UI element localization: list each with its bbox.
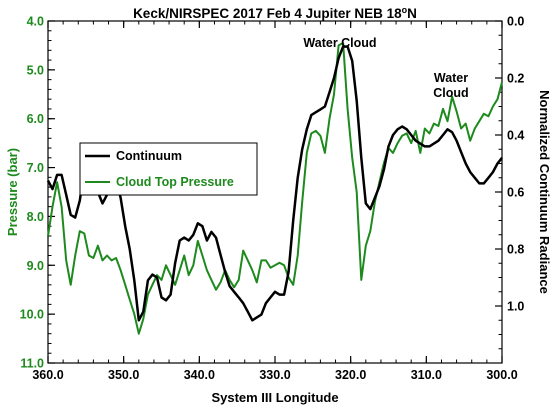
left-y-tick-label: 8.0 [27,210,44,224]
right-y-axis: 0.0 0.2 0.4 0.6 0.8 1.0 [495,15,524,364]
annotation-water: Water [434,71,468,85]
x-tick-label: 350.0 [108,368,139,382]
left-y-tick-label: 11.0 [20,357,44,371]
right-y-tick-label: 0.4 [507,129,524,143]
chart-title: Keck/NIRSPEC 2017 Feb 4 Jupiter NEB 18oN [133,5,417,21]
right-y-tick-label: 0.6 [507,186,524,200]
x-tick-label: 310.0 [411,368,442,382]
left-y-tick-label: 4.0 [27,15,44,29]
legend-label-continuum: Continuum [116,149,182,163]
legend: Continuum Cloud Top Pressure [79,142,258,196]
right-y-tick-label: 0.2 [507,72,524,86]
left-y-tick-label: 10.0 [20,308,44,322]
x-tick-label: 330.0 [259,368,290,382]
annotation-water-cloud: Water Cloud [303,36,376,50]
left-y-tick-label: 7.0 [27,161,44,175]
x-axis-label: System III Longitude [211,390,338,405]
legend-box [79,142,258,196]
x-tick-label: 360.0 [32,368,63,382]
right-y-tick-label: 0.0 [507,15,524,29]
left-y-tick-label: 9.0 [27,259,44,273]
x-axis: 360.0 350.0 340.0 330.0 320.0 310.0 300.0 [32,21,518,382]
x-tick-label: 320.0 [335,368,366,382]
left-y-axis: 4.0 5.0 6.0 7.0 8.0 9.0 10.0 11.0 [20,15,55,371]
right-y-axis-label: Normalized Continuum Radiance [537,90,550,294]
right-y-tick-label: 0.8 [507,243,524,257]
x-tick-label: 340.0 [184,368,215,382]
right-y-tick-label: 1.0 [507,300,524,314]
left-y-tick-label: 6.0 [27,112,44,126]
left-y-axis-label: Pressure (bar) [5,148,20,236]
legend-label-cloud-top-pressure: Cloud Top Pressure [116,175,234,189]
series-layer [46,42,503,335]
left-y-tick-label: 5.0 [27,63,44,77]
annotation-cloud: Cloud [433,86,468,100]
x-tick-label: 300.0 [486,368,517,382]
